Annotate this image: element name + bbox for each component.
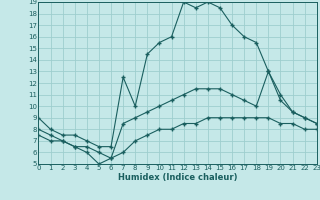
- X-axis label: Humidex (Indice chaleur): Humidex (Indice chaleur): [118, 173, 237, 182]
